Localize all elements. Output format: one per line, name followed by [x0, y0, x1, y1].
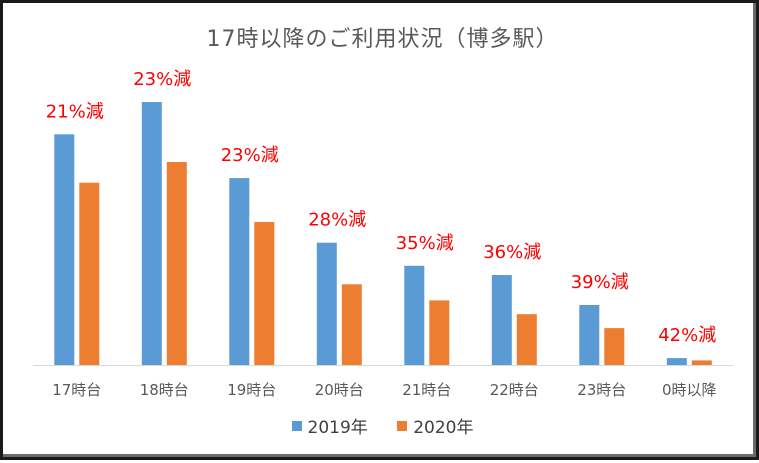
reduction-label-0: 21%減: [46, 101, 104, 122]
reduction-label-6: 39%減: [571, 272, 629, 293]
reduction-label-7: 42%減: [658, 325, 716, 346]
reduction-label-1: 23%減: [133, 69, 191, 90]
bar-2020-4: [429, 300, 450, 365]
reduction-label-3: 28%減: [308, 210, 366, 231]
legend-swatch-2020: [397, 421, 408, 431]
legend-label-2019: 2019年: [307, 418, 368, 438]
reduction-label-5: 36%減: [483, 242, 541, 263]
bar-2020-7: [691, 360, 712, 365]
x-tick-label-6: 23時台: [577, 381, 626, 399]
x-tick-label-1: 18時台: [140, 381, 189, 399]
x-tick-label-5: 22時台: [490, 381, 539, 399]
bar-2019-4: [404, 265, 425, 365]
chart-title: 17時以降のご利用状況（博多駅）: [206, 27, 559, 52]
x-tick-label-3: 20時台: [315, 381, 364, 399]
reduction-label-4: 35%減: [396, 233, 454, 254]
bar-2020-5: [516, 314, 537, 365]
bar-2019-6: [579, 305, 600, 365]
bar-2020-2: [254, 222, 275, 365]
x-tick-label-7: 0時以降: [662, 381, 717, 399]
legend-item-2020: 2020年: [397, 413, 473, 438]
bar-2019-0: [54, 134, 75, 365]
chart-plot: 17時台 21%減 18時台 23%減 19時台 23%減 20時台 28%減 21時台 35%減…: [33, 69, 733, 399]
x-tick-label-0: 17時台: [52, 381, 101, 399]
bar-2019-2: [229, 178, 250, 365]
bar-2020-3: [341, 284, 362, 365]
chart-legend: 2019年 2020年: [3, 413, 759, 438]
bar-2019-7: [666, 358, 687, 365]
legend-label-2020: 2020年: [413, 418, 474, 438]
legend-swatch-2019: [291, 421, 302, 431]
x-tick-label-4: 21時台: [402, 381, 451, 399]
bar-2019-3: [316, 242, 337, 365]
bar-2020-6: [604, 328, 625, 365]
legend-item-2019: 2019年: [291, 413, 368, 438]
bar-2020-0: [79, 182, 100, 365]
x-tick-label-2: 19時台: [227, 381, 276, 399]
bar-2020-1: [166, 162, 187, 365]
bar-2019-1: [141, 102, 162, 365]
bar-2019-5: [491, 275, 512, 365]
reduction-label-2: 23%減: [221, 145, 279, 166]
